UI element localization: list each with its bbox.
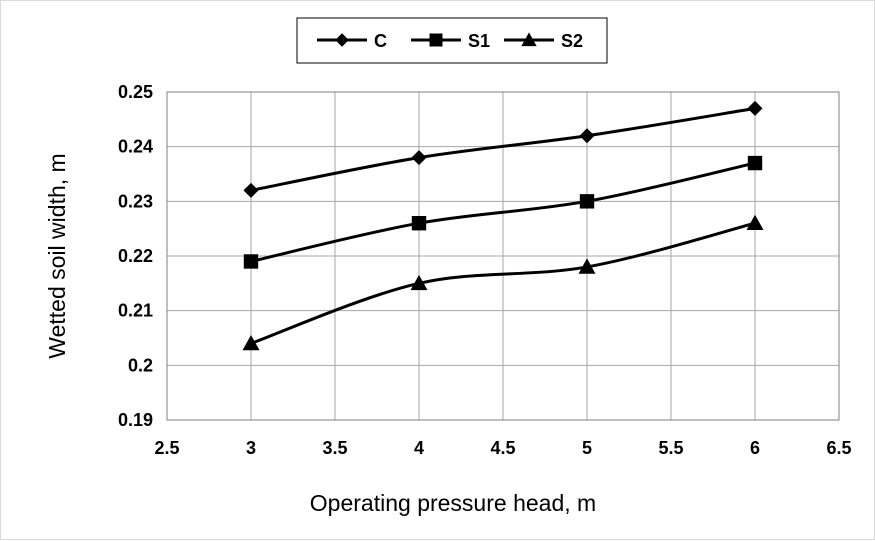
y-tick-label: 0.21 [118, 301, 153, 321]
data-point-s2 [578, 258, 596, 274]
data-point-s1 [411, 216, 427, 231]
y-tick-label: 0.2 [128, 355, 153, 375]
x-tick-label: 3.5 [322, 438, 347, 458]
legend-label: C [374, 31, 387, 51]
series-s1 [243, 155, 763, 269]
legend-items: C S1 S2 [317, 31, 583, 51]
x-tick-label: 6.5 [826, 438, 851, 458]
grid [167, 92, 839, 420]
x-tick-label: 5 [582, 438, 592, 458]
tick-labels: 2.5 3 3.5 4 4.5 5 5.5 6 6.5 0.19 0.2 0.21 0.22 0.23 0.… [118, 82, 852, 458]
legend-label: S1 [468, 31, 490, 51]
legend-label: S2 [561, 31, 583, 51]
y-tick-label: 0.22 [118, 246, 153, 266]
y-axis-title: Wetted soil width, m [44, 153, 70, 358]
legend-item-s2: S2 [504, 31, 583, 51]
series-c [243, 100, 763, 198]
legend: C S1 S2 [296, 17, 608, 64]
y-tick-label: 0.19 [118, 410, 153, 430]
series-line-c [250, 106, 756, 192]
data-point-s1 [579, 194, 595, 209]
y-tick-label: 0.25 [118, 82, 153, 102]
data-point-s2 [242, 334, 260, 351]
legend-marker [521, 32, 537, 47]
x-axis-title: Operating pressure head, m [310, 490, 596, 516]
data-point-c [747, 100, 763, 116]
series-s2 [242, 214, 764, 351]
plot-area [166, 91, 840, 421]
series-line-s1 [250, 161, 756, 263]
legend-marker [335, 33, 349, 47]
data-point-c [243, 182, 259, 198]
data-point-s1 [243, 254, 259, 269]
x-tick-label: 4.5 [490, 438, 515, 458]
x-tick-label: 4 [414, 438, 424, 458]
legend-item-s1: S1 [411, 31, 490, 51]
x-tick-label: 3 [246, 438, 256, 458]
data-point-s1 [747, 155, 763, 171]
legend-marker [429, 33, 443, 47]
x-tick-label: 5.5 [658, 438, 683, 458]
data-point-c [579, 128, 595, 144]
x-tick-label: 2.5 [154, 438, 179, 458]
data-point-c [411, 150, 427, 166]
series-layer [242, 100, 764, 351]
data-point-s2 [410, 274, 428, 291]
y-tick-label: 0.24 [118, 137, 153, 157]
series-line-s2 [250, 221, 756, 345]
legend-item-c: C [317, 31, 387, 51]
y-tick-label: 0.23 [118, 191, 153, 211]
data-point-s2 [746, 214, 764, 230]
x-tick-label: 6 [750, 438, 760, 458]
